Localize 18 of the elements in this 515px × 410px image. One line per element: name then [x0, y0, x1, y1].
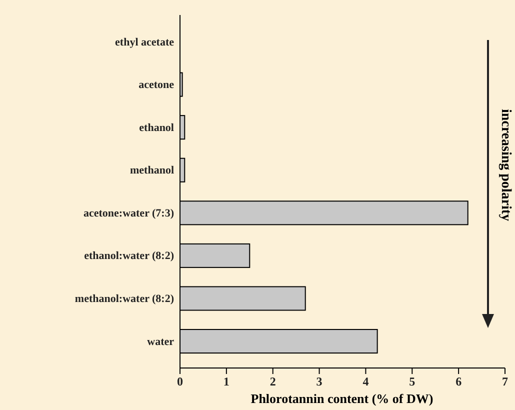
x-tick-label: 6 [456, 374, 462, 389]
y-tick-label: water [147, 336, 174, 348]
y-tick-label: methanol [130, 164, 174, 177]
x-tick-label: 4 [362, 374, 369, 389]
x-tick-label: 1 [223, 374, 230, 389]
x-tick-label: 7 [502, 374, 508, 389]
x-tick-label: 2 [270, 374, 276, 389]
x-tick-label: 0 [177, 374, 183, 389]
y-tick-label: acetone [138, 79, 174, 92]
annotation: increasing polarity [498, 108, 513, 222]
y-tick-label: ethanol [139, 122, 174, 134]
y-tick-label: ethanol:water (8:2) [84, 250, 174, 262]
x-tick-label: 3 [316, 374, 322, 389]
y-tick-label: ethyl acetate [115, 36, 174, 48]
x-axis-title: Phlorotannin content (% of DW) [250, 391, 434, 406]
y-tick-label: methanol:water (8:2) [74, 292, 174, 305]
x-tick-label: 5 [409, 374, 416, 389]
y-tick-label: acetone:water (7:3) [83, 207, 174, 220]
